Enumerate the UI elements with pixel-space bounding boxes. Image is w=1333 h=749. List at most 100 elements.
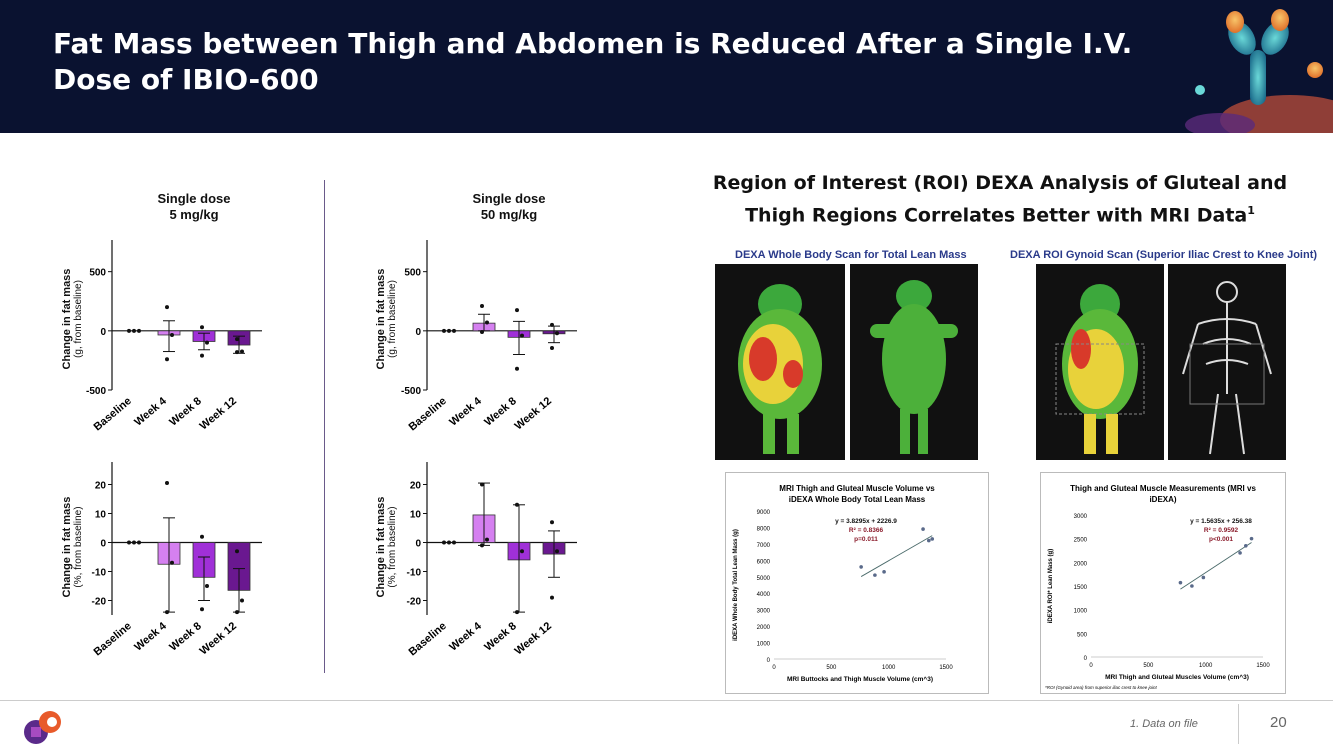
scatter-point [921,527,925,531]
x-tick-label: Week 4 [447,395,484,429]
x-tick-label: Week 4 [132,620,169,654]
y-tick-label: -500 [86,386,106,397]
y-axis-label: iDEXA Whole Body Total Lean Mass (g) [733,529,739,641]
y-tick-label: 10 [410,510,422,521]
y-axis-label: iDEXA ROI* Lean Mass (g) [1048,549,1054,623]
x-tick-label: Week 12 [513,395,554,432]
scatter-point [882,570,886,574]
y-tick-label: 7000 [757,543,771,549]
scatter-title: iDEXA Whole Body Total Lean Mass [789,495,926,504]
x-tick-label: 0 [1089,663,1093,669]
data-point [205,584,209,588]
scatter-point [1178,580,1183,585]
y-tick-label: 10 [95,510,107,521]
y-tick-label: 0 [100,327,106,338]
x-tick-label: 1500 [1256,663,1270,669]
data-point [170,560,174,565]
mri-scatter-panel-1: MRI Thigh and Gluteal Muscle Volume vs iD… [725,472,989,694]
x-axis-label: MRI Buttocks and Thigh Muscle Volume (cm… [787,675,933,683]
data-point [132,328,136,333]
data-point [555,549,559,554]
scatter-point [1190,584,1194,588]
data-point [200,325,204,330]
dexa-scan-image-1 [715,264,845,460]
data-point [515,308,519,313]
data-point [447,540,451,545]
y-tick-label: -10 [92,568,107,579]
data-point [447,328,451,333]
chart-title-5mg-l2: 5 mg/kg [169,207,219,222]
y-tick-label: 500 [89,268,106,279]
x-tick-label: 500 [1143,663,1154,669]
x-tick-label: 1000 [882,665,896,671]
y-tick-label: -500 [401,386,421,397]
y-tick-label: 0 [415,327,421,338]
antibody-illustration [1185,9,1333,133]
data-point [480,303,484,308]
page-title: Fat Mass between Thigh and Abdomen is Re… [53,27,1133,96]
x-tick-label: 1500 [939,665,953,671]
y-tick-label: -20 [92,597,107,608]
x-tick-label: Week 12 [198,395,239,432]
scatter-point [930,537,935,541]
chart-title-5mg: Single dose 5 mg/kg [94,191,294,223]
bar-charts-area: Single dose 5 mg/kg Single dose 50 mg/kg C… [0,0,577,749]
data-point [452,328,456,333]
trendline [860,535,933,577]
y-tick-label: 3000 [757,609,771,615]
right-section-title: Region of Interest (ROI) DEXA Analysis o… [700,170,1300,229]
x-tick-label: Baseline [407,395,449,433]
data-point [170,332,174,337]
x-tick-label: Baseline [407,620,449,658]
y-tick-label: 2000 [757,625,771,631]
data-point [520,333,524,338]
data-point [235,350,239,355]
y-tick-label: 1500 [1074,585,1088,591]
right-title-sup: 1 [1247,204,1255,217]
x-tick-label: Week 4 [132,395,169,429]
x-tick-label: 1000 [1199,663,1213,669]
data-point [442,540,446,545]
scatter-point [927,538,931,543]
data-point [550,595,554,600]
y-tick-label: -10 [407,568,422,579]
data-point [550,322,554,327]
x-tick-label: 500 [826,665,837,671]
x-tick-label: Baseline [92,620,134,658]
x-tick-label: Baseline [92,395,134,433]
y-tick-label: 2000 [1074,561,1088,567]
y-tick-label: 500 [1077,632,1088,638]
header-bar: Fat Mass between Thigh and Abdomen is Re… [0,0,1333,133]
x-tick-label: 0 [772,665,776,671]
chart-title-50mg: Single dose 50 mg/kg [409,191,609,223]
y-tick-label: 0 [415,539,421,550]
regression-annotation: R² = 0.9592 [1204,527,1239,534]
y-tick-label: 8000 [757,526,771,532]
right-title-text: Region of Interest (ROI) DEXA Analysis o… [712,172,1288,227]
scatter-point [859,565,863,569]
data-point [550,520,554,525]
scatter-title: iDEXA) [1149,495,1176,504]
data-point [200,353,204,358]
scatter-point [1238,551,1242,555]
y-tick-label: 1000 [757,642,771,648]
data-point [127,540,131,545]
y-tick-label: 4000 [757,592,771,598]
data-point [555,331,559,336]
scatter-point [1244,543,1248,548]
y-tick-label: 1000 [1074,609,1088,615]
data-point [550,345,554,350]
footnote: 1. Data on file [1130,718,1198,730]
data-point [165,357,169,362]
y-tick-label: 20 [410,481,422,492]
data-point [515,502,519,507]
data-point [205,340,209,345]
scatter-title: MRI Thigh and Gluteal Muscle Volume vs [779,484,935,493]
x-axis-label: MRI Thigh and Gluteal Muscles Volume (cm… [1105,673,1249,681]
x-tick-label: Week 12 [513,620,554,657]
y-tick-label: 9000 [757,510,771,516]
scan2-label: DEXA ROI Gynoid Scan (Superior Iliac Cre… [1010,249,1318,261]
